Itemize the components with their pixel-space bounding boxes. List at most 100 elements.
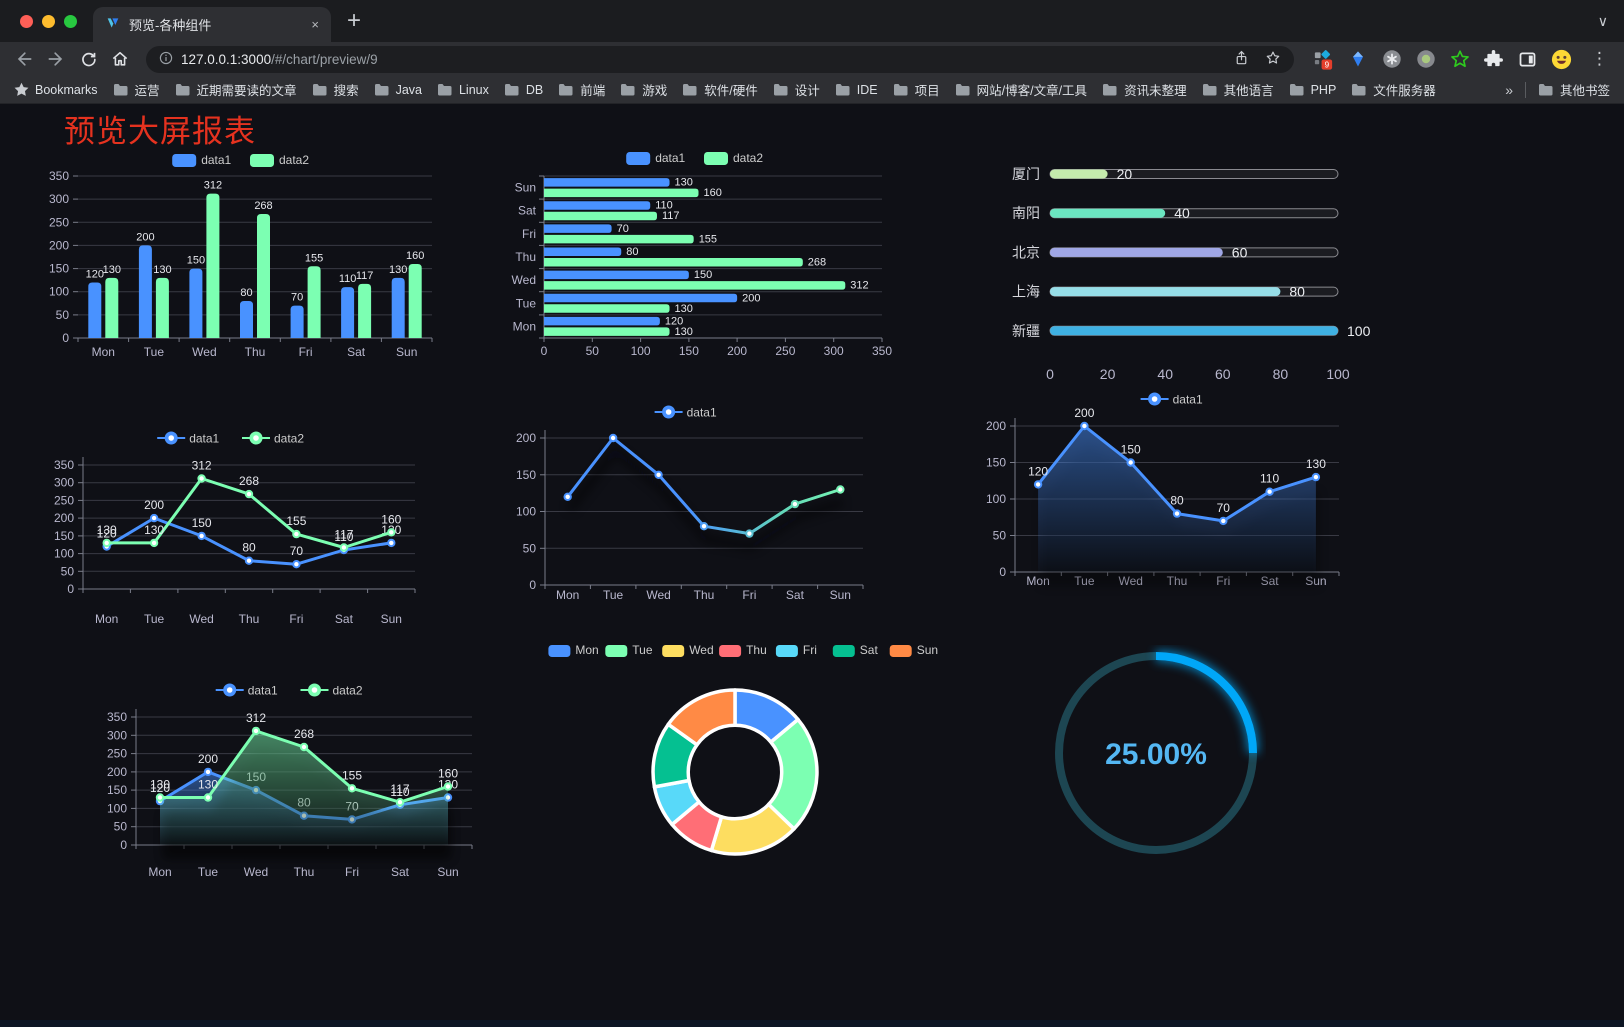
other-bookmarks[interactable]: 其他书签 xyxy=(1538,80,1610,99)
svg-text:312: 312 xyxy=(850,280,868,292)
address-bar[interactable]: 127.0.0.1:3000/#/chart/preview/9 xyxy=(146,45,1294,73)
svg-text:0: 0 xyxy=(529,578,536,592)
svg-text:350: 350 xyxy=(49,169,69,183)
svg-text:120: 120 xyxy=(150,781,170,795)
gem-extension-icon[interactable] xyxy=(1346,48,1369,71)
svg-text:Tue: Tue xyxy=(632,643,653,657)
side-panel-icon[interactable] xyxy=(1516,48,1539,71)
folder-icon xyxy=(1352,83,1366,95)
svg-text:Mon: Mon xyxy=(513,319,536,333)
tab-title: 预览-各种组件 xyxy=(129,18,212,33)
svg-text:70: 70 xyxy=(617,223,629,235)
svg-text:130: 130 xyxy=(675,177,693,189)
bookmark-folder[interactable]: PHP xyxy=(1289,83,1336,97)
svg-text:120: 120 xyxy=(86,269,104,281)
tab-close-icon[interactable]: × xyxy=(311,17,319,32)
bookmark-folder[interactable]: 近期需要读的文章 xyxy=(175,80,297,99)
page-footer-strip xyxy=(0,1020,1624,1027)
svg-text:Mon: Mon xyxy=(556,588,579,602)
dot-extension-icon[interactable] xyxy=(1414,48,1437,71)
svg-text:130: 130 xyxy=(97,523,117,537)
new-tab-button[interactable]: + xyxy=(347,7,362,34)
svg-text:150: 150 xyxy=(192,516,212,530)
bookmark-folder[interactable]: 网站/博客/文章/工具 xyxy=(955,80,1087,99)
svg-text:Tue: Tue xyxy=(198,865,219,879)
bookmark-folder[interactable]: IDE xyxy=(835,83,878,97)
svg-text:50: 50 xyxy=(56,308,70,322)
svg-text:80: 80 xyxy=(1289,284,1305,300)
svg-text:Mon: Mon xyxy=(95,612,118,626)
svg-text:Wed: Wed xyxy=(512,273,536,287)
svg-text:117: 117 xyxy=(334,528,353,542)
bookmark-folder[interactable]: 文件服务器 xyxy=(1351,80,1436,99)
bookmark-folder[interactable]: 其他语言 xyxy=(1202,80,1274,99)
svg-text:250: 250 xyxy=(107,747,127,761)
svg-text:上海: 上海 xyxy=(1012,284,1040,300)
reload-button[interactable] xyxy=(76,47,100,71)
folder-icon xyxy=(1103,83,1117,95)
svg-text:Sun: Sun xyxy=(830,588,851,602)
minimize-window-button[interactable] xyxy=(42,14,55,28)
svg-text:data2: data2 xyxy=(333,684,363,698)
folder-icon xyxy=(504,83,519,95)
bookmark-folder[interactable]: 软件/硬件 xyxy=(682,80,758,99)
svg-text:120: 120 xyxy=(97,527,117,541)
bookmark-folder[interactable]: 项目 xyxy=(893,80,940,99)
svg-text:350: 350 xyxy=(107,710,127,724)
home-button[interactable] xyxy=(108,47,132,71)
svg-text:130: 130 xyxy=(198,778,218,792)
folder-icon xyxy=(113,83,128,95)
svg-text:155: 155 xyxy=(305,252,323,264)
svg-text:100: 100 xyxy=(986,492,1006,506)
bookmark-folder[interactable]: 运营 xyxy=(113,80,160,99)
page-info-icon[interactable] xyxy=(158,50,174,69)
svg-text:200: 200 xyxy=(144,498,164,512)
green-star-extension-icon[interactable] xyxy=(1448,48,1471,71)
bookmark-folder[interactable]: 设计 xyxy=(773,80,820,99)
svg-text:130: 130 xyxy=(144,523,164,537)
bookmarks-root[interactable]: Bookmarks xyxy=(14,82,98,97)
close-window-button[interactable] xyxy=(20,14,33,28)
svg-text:Sat: Sat xyxy=(518,204,537,218)
svg-text:150: 150 xyxy=(679,344,699,358)
back-button[interactable] xyxy=(12,47,36,71)
bookmark-folder[interactable]: Linux xyxy=(437,83,489,97)
bookmark-folder[interactable]: 游戏 xyxy=(620,80,667,99)
asterisk-extension-icon[interactable] xyxy=(1380,48,1403,71)
extensions-puzzle-icon[interactable] xyxy=(1482,48,1505,71)
tab-search-chevron-icon[interactable]: ∨ xyxy=(1597,12,1608,29)
browser-menu-icon[interactable]: ⋮ xyxy=(1591,49,1608,68)
svg-text:80: 80 xyxy=(1273,366,1289,382)
profile-avatar[interactable] xyxy=(1550,48,1573,71)
bookmarks-overflow-chevron[interactable]: » xyxy=(1505,81,1513,98)
svg-text:Sat: Sat xyxy=(786,588,805,602)
svg-text:Fri: Fri xyxy=(742,588,756,602)
bookmark-folder[interactable]: 搜索 xyxy=(312,80,359,99)
folder-icon xyxy=(835,83,850,95)
bookmark-star-icon[interactable] xyxy=(1264,49,1282,70)
folder-icon xyxy=(955,83,970,95)
svg-text:160: 160 xyxy=(704,187,722,199)
svg-text:200: 200 xyxy=(54,511,74,525)
svg-text:80: 80 xyxy=(240,287,252,299)
forward-button[interactable] xyxy=(44,47,68,71)
bookmark-folder[interactable]: DB xyxy=(504,83,543,97)
bookmark-folder[interactable]: Java xyxy=(374,83,422,97)
svg-text:250: 250 xyxy=(775,344,795,358)
bookmark-folder[interactable]: 资讯未整理 xyxy=(1102,80,1187,99)
svg-text:Tue: Tue xyxy=(144,612,165,626)
chart-line-area: data1 0 50 100 150 200 Mon Tue Wed Thu Fri Sat Sun 12… xyxy=(975,388,1375,598)
svg-text:110: 110 xyxy=(390,785,409,799)
svg-text:110: 110 xyxy=(339,273,357,285)
other-bookmarks-label: 其他书签 xyxy=(1559,84,1610,98)
svg-text:data1: data1 xyxy=(1173,393,1203,407)
svg-text:200: 200 xyxy=(727,344,747,358)
chart-progress-ring: 25.00% xyxy=(1046,645,1266,865)
zoom-window-button[interactable] xyxy=(64,14,77,28)
share-icon[interactable] xyxy=(1233,49,1250,70)
svg-text:110: 110 xyxy=(655,200,673,212)
page-title: 预览大屏报表 xyxy=(64,114,256,149)
browser-tab[interactable]: 预览-各种组件 × xyxy=(93,7,331,42)
bookmark-folder[interactable]: 前端 xyxy=(558,80,605,99)
proxy-extension-icon[interactable]: 9 xyxy=(1312,48,1335,71)
